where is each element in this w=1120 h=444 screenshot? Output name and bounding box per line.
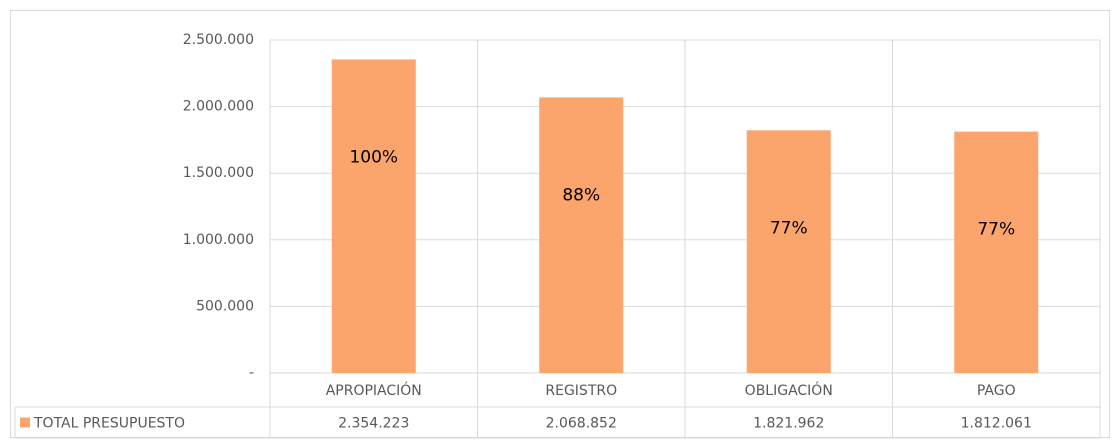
y-tick-label: - bbox=[249, 365, 254, 381]
bar bbox=[539, 97, 624, 373]
legend-label: TOTAL PRESUPUESTO bbox=[33, 416, 185, 432]
percent-label: 77% bbox=[770, 218, 808, 238]
x-tick-label: APROPIACIÓN bbox=[326, 381, 422, 399]
legend-swatch bbox=[20, 417, 30, 428]
y-tick-label: 2.000.000 bbox=[183, 99, 254, 115]
x-tick-label: OBLIGACIÓN bbox=[745, 381, 833, 399]
percent-label: 77% bbox=[977, 220, 1015, 240]
bar bbox=[746, 130, 831, 373]
table-value: 1.812.061 bbox=[961, 416, 1032, 432]
y-tick-label: 2.500.000 bbox=[183, 32, 254, 48]
y-tick-label: 1.000.000 bbox=[183, 232, 254, 248]
x-tick-label: PAGO bbox=[977, 383, 1016, 399]
percent-label: 88% bbox=[562, 185, 600, 205]
percent-label: 100% bbox=[349, 147, 398, 167]
x-tick-label: REGISTRO bbox=[545, 383, 617, 399]
table-value: 1.821.962 bbox=[753, 416, 824, 432]
y-tick-label: 1.500.000 bbox=[183, 165, 254, 181]
bar bbox=[331, 59, 416, 374]
bar bbox=[954, 131, 1039, 373]
y-tick-label: 500.000 bbox=[196, 298, 254, 314]
table-value: 2.354.223 bbox=[338, 416, 409, 432]
table-value: 2.068.852 bbox=[546, 416, 617, 432]
